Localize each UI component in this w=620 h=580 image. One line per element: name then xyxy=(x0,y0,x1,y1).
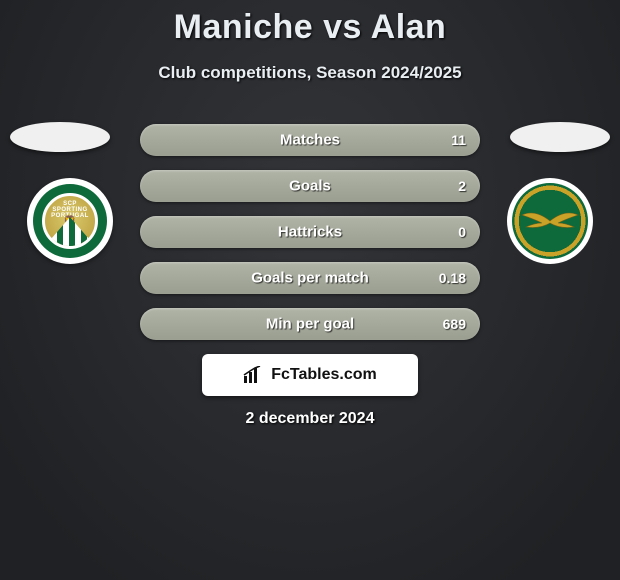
player1-club-badge: SCPSPORTINGPORTUGAL 🦁 xyxy=(20,178,120,264)
player2-club-badge xyxy=(500,178,600,264)
player1-avatar-placeholder xyxy=(10,122,110,152)
stat-row-min-per-goal: Min per goal 689 xyxy=(140,308,480,340)
brand-box[interactable]: FcTables.com xyxy=(202,354,418,396)
wings-icon xyxy=(520,209,580,233)
stat-label: Hattricks xyxy=(278,224,342,241)
brand-label: FcTables.com xyxy=(271,366,377,384)
stat-label: Min per goal xyxy=(266,316,354,333)
stat-label: Goals per match xyxy=(251,270,369,287)
stat-value: 11 xyxy=(451,132,466,148)
bar-chart-icon xyxy=(243,366,265,384)
stat-row-matches: Matches 11 xyxy=(140,124,480,156)
page-title: Maniche vs Alan xyxy=(0,0,620,47)
stat-value: 0 xyxy=(458,224,466,240)
stat-row-hattricks: Hattricks 0 xyxy=(140,216,480,248)
subtitle: Club competitions, Season 2024/2025 xyxy=(0,63,620,83)
stat-value: 2 xyxy=(458,178,466,194)
stat-row-goals-per-match: Goals per match 0.18 xyxy=(140,262,480,294)
stat-label: Matches xyxy=(280,132,340,149)
stat-label: Goals xyxy=(289,178,331,195)
stats-list: Matches 11 Goals 2 Hattricks 0 Goals per… xyxy=(140,124,480,340)
stat-row-goals: Goals 2 xyxy=(140,170,480,202)
stat-value: 689 xyxy=(443,316,466,332)
stat-value: 0.18 xyxy=(439,270,466,286)
date-text: 2 december 2024 xyxy=(0,410,620,428)
player2-avatar-placeholder xyxy=(510,122,610,152)
